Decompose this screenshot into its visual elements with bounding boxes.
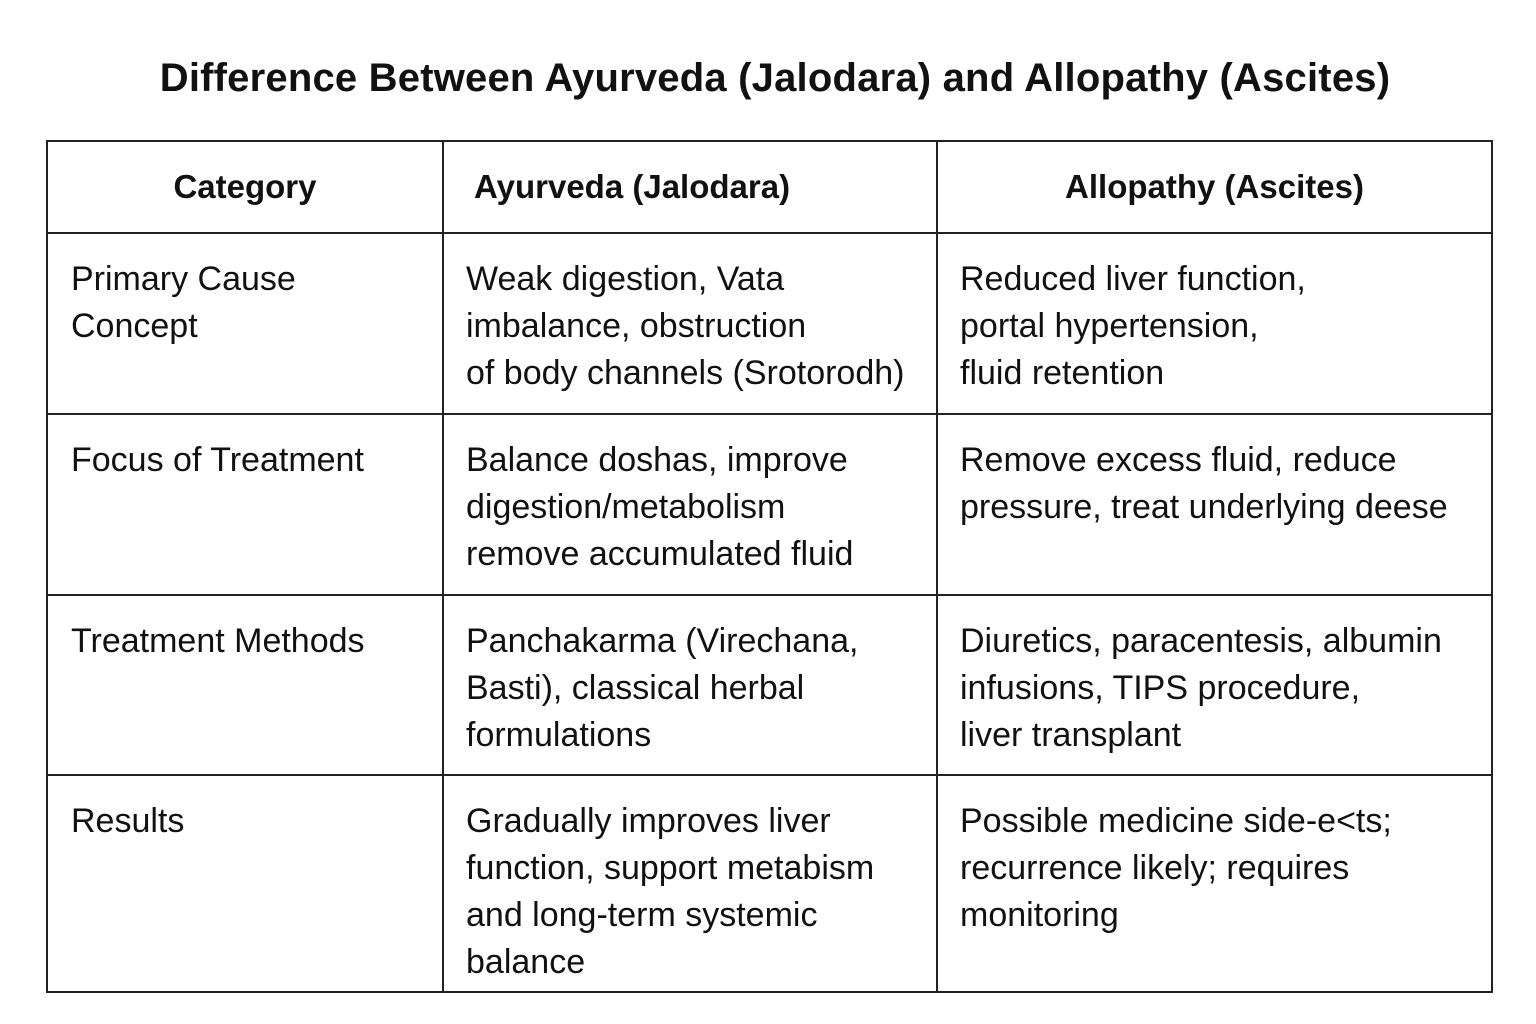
page-title: Difference Between Ayurveda (Jalodara) a… [159, 56, 1391, 100]
cell-text-line: imbalance, obstruction [466, 307, 807, 345]
comparison-table: Category Ayurveda (Jalodara) Allopathy (… [46, 140, 1493, 993]
cell-text-line: function, support metabism [466, 849, 875, 887]
cell-text-line: recurrence likely; requires [960, 849, 1350, 887]
cell-text-line: Remove excess fluid, reduce [960, 441, 1397, 479]
table-row: Primary Cause Concept Weak digestion, Vata… [46, 232, 1493, 415]
table-row: Results Gradually improves liver function,… [46, 774, 1493, 993]
cell-text-line: Concept [71, 307, 198, 345]
cell-text-line: Reduced liver function, [960, 260, 1306, 298]
cell-text-line: Gradually improves liver [466, 802, 831, 840]
cell-text-line: Treatment Methods [71, 622, 365, 660]
cell-text-line: Basti), classical herbal [466, 669, 805, 707]
table-row: Treatment Methods Panchakarma (Virechana,… [46, 594, 1493, 776]
allopathy-cell: Diuretics, paracentesis, albumin infusion… [936, 594, 1493, 776]
category-cell: Treatment Methods [46, 594, 444, 776]
cell-text-line: of body channels (Srotorodh) [466, 354, 905, 392]
category-cell: Primary Cause Concept [46, 232, 444, 415]
cell-text-line: portal hypertension, [960, 307, 1259, 345]
cell-text-line: fluid retention [960, 354, 1165, 392]
cell-text-line: Diuretics, paracentesis, albumin [960, 622, 1442, 660]
allopathy-cell: Remove excess fluid, reduce pressure, tre… [936, 413, 1493, 596]
cell-text-line: liver transplant [960, 716, 1182, 754]
cell-text-line: Balance doshas, improve [466, 441, 848, 479]
cell-text-line: digestion/metabolism [466, 488, 786, 526]
header-ayurveda: Ayurveda (Jalodara) [442, 140, 938, 234]
category-cell: Focus of Treatment [46, 413, 444, 596]
cell-text-line: Primary Cause [71, 260, 296, 298]
cell-text-line: Weak digestion, Vata [466, 260, 785, 298]
table-row: Focus of Treatment Balance doshas, improv… [46, 413, 1493, 596]
cell-text-line: remove accumulated fluid [466, 535, 854, 573]
cell-text-line: monitoring [960, 896, 1119, 934]
allopathy-cell: Possible medicine side-e<ts; recurrence l… [936, 774, 1493, 993]
cell-text-line: Results [71, 802, 185, 840]
cell-text-line: balance [466, 943, 586, 981]
category-cell: Results [46, 774, 444, 993]
ayurveda-cell: Weak digestion, Vata imbalance, obstructi… [442, 232, 938, 415]
ayurveda-cell: Gradually improves liver function, suppor… [442, 774, 938, 993]
allopathy-cell: Reduced liver function, portal hypertensi… [936, 232, 1493, 415]
header-allopathy: Allopathy (Ascites) [936, 140, 1493, 234]
cell-text-line: Possible medicine side-e<ts; [960, 802, 1392, 840]
cell-text-line: and long-term systemic [466, 896, 818, 934]
ayurveda-cell: Balance doshas, improve digestion/metabol… [442, 413, 938, 596]
header-category: Category [46, 140, 444, 234]
cell-text-line: formulations [466, 716, 652, 754]
ayurveda-cell: Panchakarma (Virechana, Basti), classical… [442, 594, 938, 776]
cell-text-line: Panchakarma (Virechana, [466, 622, 859, 660]
cell-text-line: infusions, TIPS procedure, [960, 669, 1361, 707]
cell-text-line: Focus of Treatment [71, 441, 364, 479]
header-row: Category Ayurveda (Jalodara) Allopathy (… [46, 140, 1493, 234]
cell-text-line: pressure, treat underlying deese [960, 488, 1448, 526]
